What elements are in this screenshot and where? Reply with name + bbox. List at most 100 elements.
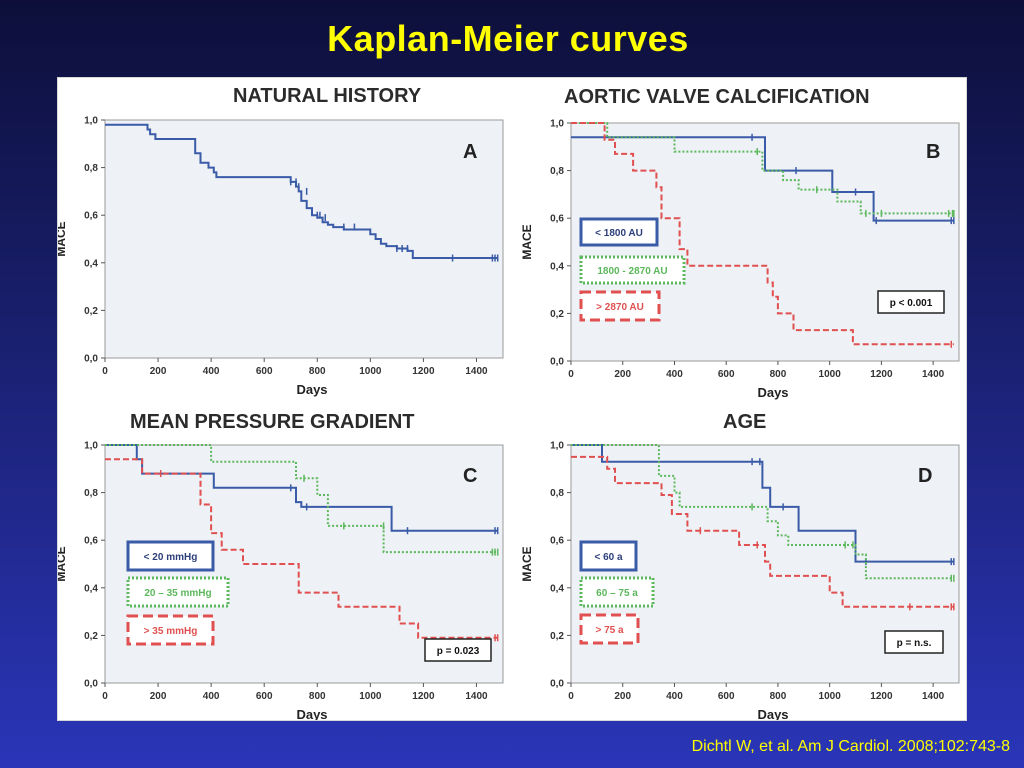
x-tick-label: 0 — [102, 366, 108, 377]
x-tick-label: 600 — [718, 691, 735, 702]
y-tick-label: 0,2 — [550, 309, 564, 320]
x-tick-label: 1400 — [465, 366, 488, 377]
y-tick-label: 0,2 — [84, 306, 98, 317]
chart-panel-c: MEAN PRESSURE GRADIENT 0,0 0,2 0,4 0,6 0,8 1,0… — [58, 411, 504, 720]
x-tick-label: 200 — [614, 369, 631, 380]
chart-title: NATURAL HISTORY — [233, 85, 422, 107]
x-tick-label: 400 — [666, 369, 683, 380]
chart-panel-b: AORTIC VALVE CALCIFICATION 0,0 0,2 0,4 0,6 0,… — [520, 86, 960, 400]
x-tick-label: 1200 — [412, 691, 435, 702]
y-tick-label: 0,2 — [84, 631, 98, 642]
legend-label: 1800 - 2870 AU — [597, 266, 667, 277]
km-curve-3 — [105, 458, 498, 639]
y-tick-label: 0,0 — [84, 354, 98, 365]
figure-panel: NATURAL HISTORY 0,0 0,2 0,4 0,6 0,8 1,0 0 200 400… — [57, 77, 967, 721]
km-curve-1 — [105, 123, 498, 259]
legend-box — [579, 576, 655, 608]
legend-box — [579, 217, 659, 247]
km-curve-3 — [571, 455, 954, 608]
legend-label: > 75 a — [595, 625, 624, 636]
legend-box — [126, 540, 215, 572]
legend-box — [579, 613, 640, 645]
p-value-box — [424, 638, 492, 662]
km-curve-3 — [571, 122, 954, 346]
x-tick-label: 1400 — [922, 369, 945, 380]
km-curve-2 — [571, 444, 954, 580]
y-tick-label: 0,8 — [84, 163, 98, 174]
panel-letter: A — [463, 141, 477, 163]
legend-box — [579, 255, 686, 285]
legend-label: < 60 a — [594, 552, 623, 563]
x-tick-label: 400 — [203, 366, 220, 377]
chart-title: AGE — [723, 411, 766, 433]
legend-box — [126, 614, 215, 646]
y-tick-label: 0,8 — [550, 166, 564, 177]
legend-box — [579, 290, 661, 322]
x-tick-label: 1400 — [465, 691, 488, 702]
y-tick-label: 1,0 — [84, 441, 98, 452]
km-curve-2 — [571, 122, 954, 215]
km-curve-1 — [571, 136, 954, 222]
y-tick-label: 0,2 — [550, 631, 564, 642]
chart-title: AORTIC VALVE CALCIFICATION — [564, 86, 870, 108]
x-tick-label: 0 — [568, 369, 574, 380]
panel-letter: B — [926, 141, 940, 163]
y-axis-label: MACE — [58, 546, 68, 581]
x-axis-label: Days — [757, 707, 788, 720]
x-tick-label: 1000 — [359, 691, 382, 702]
legend-box — [579, 540, 638, 572]
legend-box — [126, 576, 230, 608]
y-tick-label: 0,6 — [84, 211, 98, 222]
x-tick-label: 800 — [309, 366, 326, 377]
legend-label: 60 – 75 a — [596, 588, 638, 599]
y-tick-label: 1,0 — [550, 441, 564, 452]
x-tick-label: 1000 — [359, 366, 382, 377]
x-tick-label: 1200 — [870, 691, 893, 702]
p-value-label: p < 0.001 — [890, 298, 933, 309]
legend-label: > 35 mmHg — [144, 626, 198, 637]
x-tick-label: 1000 — [819, 369, 842, 380]
y-tick-label: 0,6 — [550, 214, 564, 225]
legend-label: < 1800 AU — [595, 228, 643, 239]
x-tick-label: 600 — [718, 369, 735, 380]
x-tick-label: 200 — [150, 691, 167, 702]
legend-label: 20 – 35 mmHg — [144, 588, 211, 599]
chart-panel-d: AGE 0,0 0,2 0,4 0,6 0,8 1,0 0 200 400 600 800 1000 12… — [520, 411, 960, 720]
x-tick-label: 200 — [614, 691, 631, 702]
x-tick-label: 400 — [203, 691, 220, 702]
x-tick-label: 800 — [770, 691, 787, 702]
slide-title: Kaplan-Meier curves — [327, 18, 689, 59]
x-tick-label: 0 — [568, 691, 574, 702]
chart-panel-a: NATURAL HISTORY 0,0 0,2 0,4 0,6 0,8 1,0 0 200 400… — [58, 85, 504, 397]
y-tick-label: 0,0 — [84, 679, 98, 690]
y-tick-label: 0,6 — [550, 536, 564, 547]
x-tick-label: 400 — [666, 691, 683, 702]
panel-letter: D — [918, 465, 932, 487]
plot-area — [104, 119, 504, 359]
x-axis-label: Days — [296, 707, 327, 720]
x-tick-label: 800 — [770, 369, 787, 380]
y-tick-label: 0,8 — [84, 488, 98, 499]
legend-label: > 2870 AU — [596, 302, 644, 313]
y-tick-label: 1,0 — [84, 116, 98, 127]
x-tick-label: 800 — [309, 691, 326, 702]
y-tick-label: 1,0 — [550, 119, 564, 130]
x-tick-label: 1200 — [870, 369, 893, 380]
x-axis-label: Days — [296, 382, 327, 397]
citation: Dichtl W, et al. Am J Cardiol. 2008;102:… — [691, 738, 1010, 755]
p-value-box — [884, 630, 944, 654]
x-tick-label: 200 — [150, 366, 167, 377]
y-tick-label: 0,0 — [550, 357, 564, 368]
p-value-label: p = 0.023 — [437, 646, 480, 657]
y-tick-label: 0,4 — [550, 261, 564, 272]
p-value-label: p = n.s. — [897, 638, 932, 649]
y-axis-label: MACE — [520, 224, 534, 259]
y-tick-label: 0,4 — [84, 258, 98, 269]
y-tick-label: 0,4 — [550, 583, 564, 594]
x-tick-label: 1200 — [412, 366, 435, 377]
x-axis-label: Days — [757, 385, 788, 400]
kaplan-meier-figure: NATURAL HISTORY 0,0 0,2 0,4 0,6 0,8 1,0 0 200 400… — [58, 85, 960, 720]
y-tick-label: 0,4 — [84, 583, 98, 594]
y-axis-label: MACE — [58, 221, 68, 256]
panel-letter: C — [463, 465, 477, 487]
